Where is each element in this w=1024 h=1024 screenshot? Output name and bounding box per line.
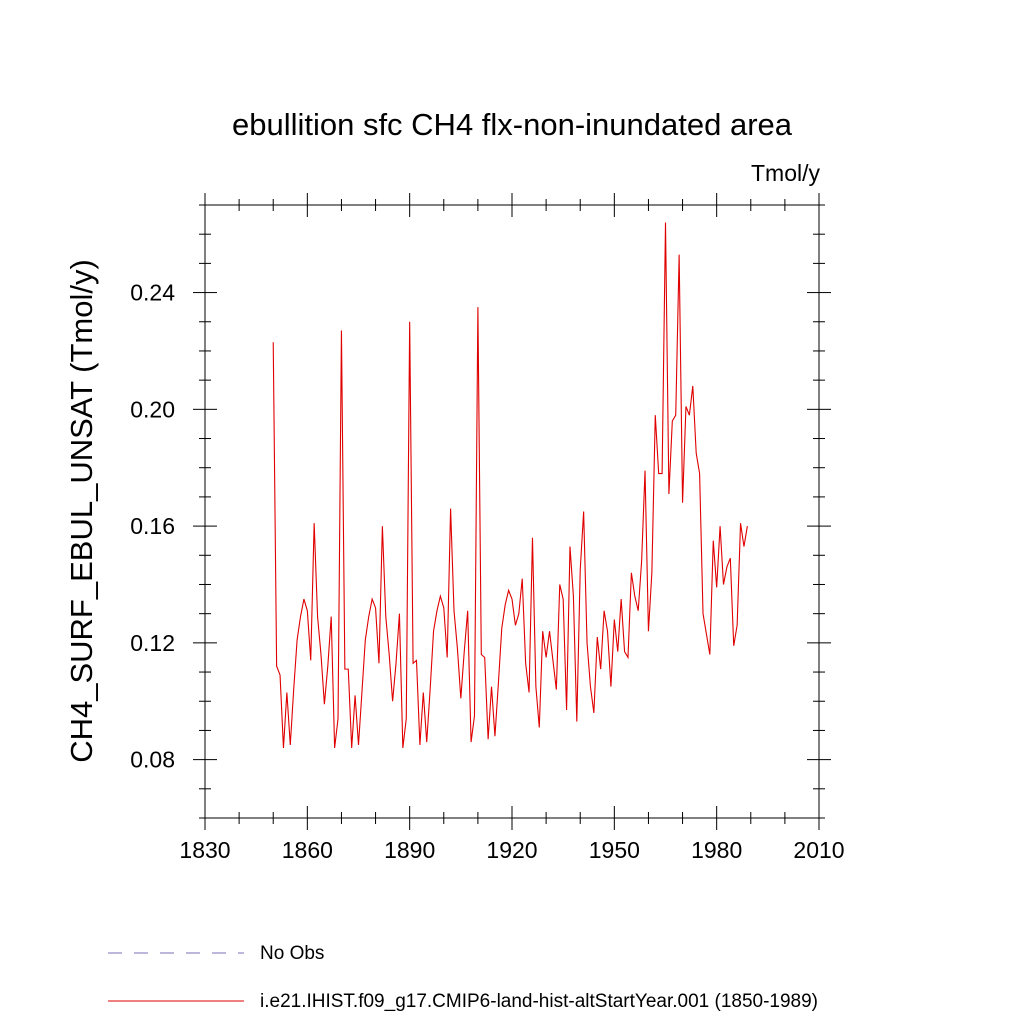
axes: 1830 1860 1890 1920 1950 1980 2010 0.08 0.12 0.16… (130, 193, 845, 863)
y-axis-label: CH4_SURF_EBUL_UNSAT (Tmol/y) (64, 259, 99, 763)
x-tick-label: 1860 (282, 837, 333, 863)
y-tick-label: 0.20 (130, 396, 175, 422)
x-tick-label: 2010 (793, 837, 844, 863)
units-label: Tmol/y (751, 160, 821, 186)
x-tick-label: 1830 (179, 837, 230, 863)
x-tick-label: 1920 (486, 837, 537, 863)
x-tick-label: 1950 (589, 837, 640, 863)
series-line (272, 222, 748, 749)
y-tick-label: 0.24 (130, 280, 175, 306)
legend: No Obs i.e21.IHIST.f09_g17.CMIP6-land-his… (108, 943, 818, 1012)
x-tick-label: 1980 (691, 837, 742, 863)
series-group (272, 222, 748, 749)
legend-label: i.e21.IHIST.f09_g17.CMIP6-land-hist-altS… (260, 991, 818, 1012)
x-tick-label: 1890 (384, 837, 435, 863)
y-tick-label: 0.08 (130, 747, 175, 773)
y-tick-label: 0.16 (130, 513, 175, 539)
plot-frame (204, 204, 820, 819)
y-tick-label: 0.12 (130, 630, 175, 656)
chart-title: ebullition sfc CH4 flx-non-inundated are… (232, 107, 793, 142)
legend-label: No Obs (260, 943, 324, 964)
